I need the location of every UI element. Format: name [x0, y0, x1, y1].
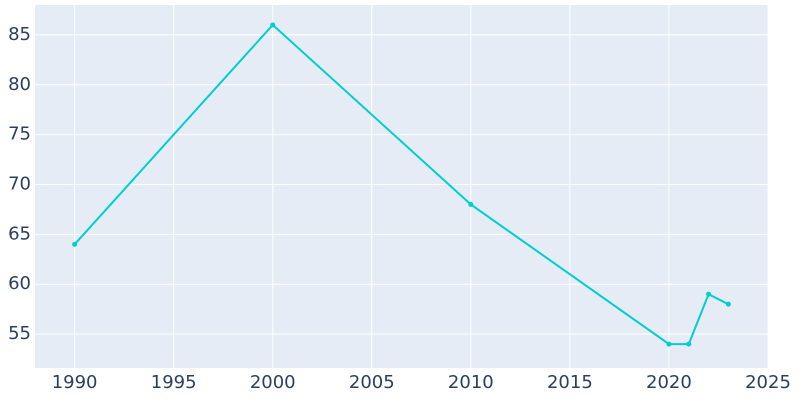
- x-tick-label: 2005: [349, 372, 395, 393]
- y-tick-label: 85: [8, 24, 31, 45]
- y-tick-label: 60: [8, 273, 31, 294]
- x-tick-label: 2000: [250, 372, 296, 393]
- y-tick-label: 55: [8, 323, 31, 344]
- plot-area: [35, 5, 768, 368]
- x-tick-label: 2010: [448, 372, 494, 393]
- x-tick-label: 2020: [646, 372, 692, 393]
- y-tick-label: 70: [8, 174, 31, 195]
- point: [686, 341, 692, 347]
- y-tick-label: 75: [8, 124, 31, 145]
- point: [270, 22, 276, 28]
- x-tick-label: 1990: [52, 372, 98, 393]
- point: [706, 291, 712, 297]
- point: [72, 241, 78, 247]
- x-tick-label: 2025: [745, 372, 791, 393]
- point: [725, 301, 731, 307]
- x-tick-label: 2015: [547, 372, 593, 393]
- y-tick-label: 80: [8, 74, 31, 95]
- y-tick-label: 65: [8, 223, 31, 244]
- point: [468, 201, 474, 207]
- point: [666, 341, 672, 347]
- x-tick-label: 1995: [151, 372, 197, 393]
